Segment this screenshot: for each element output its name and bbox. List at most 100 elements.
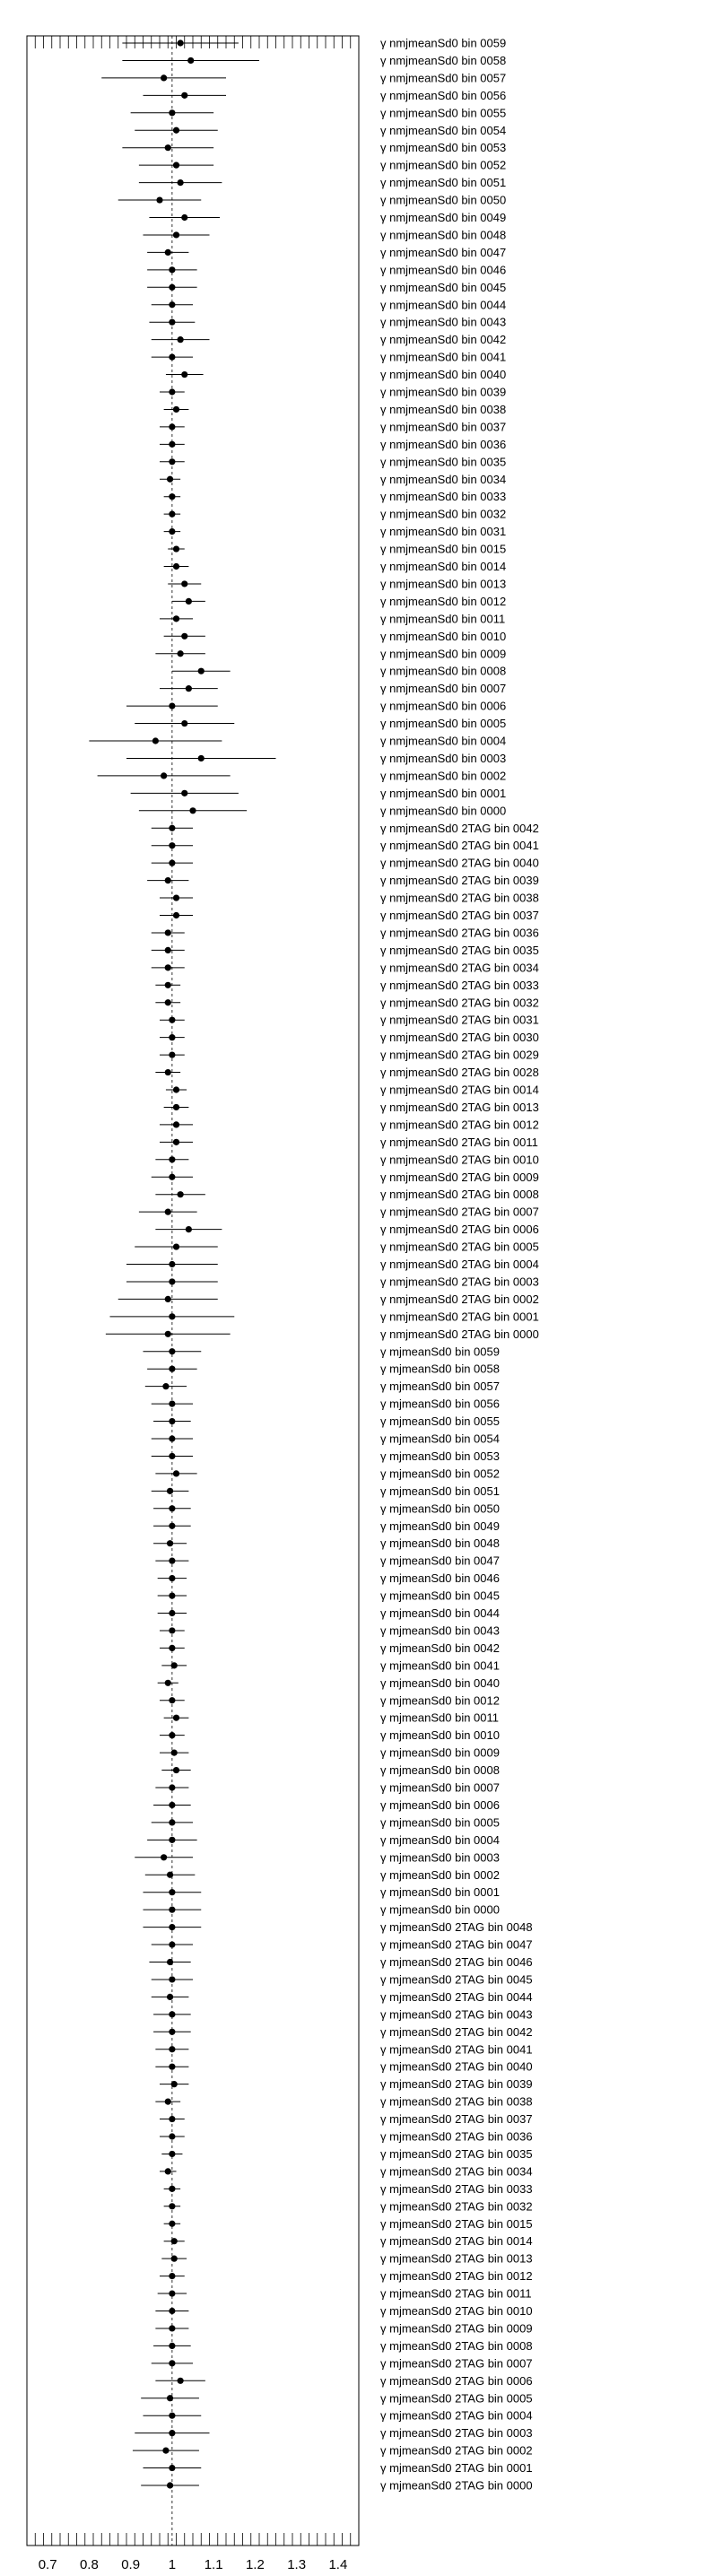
data-point xyxy=(172,126,180,134)
data-point xyxy=(185,1226,192,1233)
row-label: γ mjmeanSd0 2TAG bin 0035 xyxy=(380,2147,533,2161)
row-label: γ mjmeanSd0 bin 0058 xyxy=(380,1362,500,1376)
data-point xyxy=(166,1993,174,2000)
data-point xyxy=(164,1208,171,1215)
data-point xyxy=(177,2377,184,2384)
data-point xyxy=(169,2011,176,2018)
data-point xyxy=(170,2081,178,2088)
row-label: γ mjmeanSd0 bin 0000 xyxy=(380,1903,500,1917)
x-tick-label: 0.8 xyxy=(80,2557,99,2572)
row-label: γ nmjmeanSd0 bin 0002 xyxy=(380,769,506,782)
data-point xyxy=(169,1575,176,1582)
data-point xyxy=(164,1679,171,1686)
data-point xyxy=(169,1348,176,1355)
data-point xyxy=(169,1365,176,1372)
row-label: γ mjmeanSd0 bin 0003 xyxy=(380,1850,500,1864)
row-label: γ mjmeanSd0 2TAG bin 0005 xyxy=(380,2391,533,2405)
data-point xyxy=(189,807,196,814)
row-label: γ mjmeanSd0 2TAG bin 0007 xyxy=(380,2356,533,2370)
data-point xyxy=(169,1627,176,1634)
row-label: γ nmjmeanSd0 bin 0040 xyxy=(380,368,506,381)
plot-border xyxy=(26,35,360,2546)
row-label: γ mjmeanSd0 2TAG bin 0009 xyxy=(380,2321,533,2335)
data-point xyxy=(169,1976,176,1983)
data-point xyxy=(169,458,176,466)
data-point xyxy=(177,39,184,47)
row-label: γ mjmeanSd0 2TAG bin 0006 xyxy=(380,2374,533,2388)
data-point xyxy=(162,2447,170,2454)
row-label: γ mjmeanSd0 bin 0045 xyxy=(380,1589,500,1603)
row-label: γ nmjmeanSd0 bin 0045 xyxy=(380,281,506,294)
row-label: γ nmjmeanSd0 bin 0005 xyxy=(380,717,506,730)
row-label: γ nmjmeanSd0 bin 0031 xyxy=(380,525,506,538)
row-label: γ nmjmeanSd0 2TAG bin 0014 xyxy=(380,1083,539,1097)
row-label: γ mjmeanSd0 bin 0007 xyxy=(380,1781,500,1795)
row-label: γ nmjmeanSd0 bin 0003 xyxy=(380,752,506,765)
row-label: γ nmjmeanSd0 2TAG bin 0030 xyxy=(380,1031,539,1044)
row-label: γ nmjmeanSd0 2TAG bin 0013 xyxy=(380,1101,539,1114)
row-label: γ nmjmeanSd0 bin 0038 xyxy=(380,403,506,416)
row-label: γ nmjmeanSd0 bin 0006 xyxy=(380,700,506,713)
data-point xyxy=(169,301,176,309)
row-label: γ nmjmeanSd0 2TAG bin 0041 xyxy=(380,839,539,852)
row-label: γ nmjmeanSd0 bin 0044 xyxy=(380,298,506,311)
data-point xyxy=(169,1784,176,1791)
data-point xyxy=(169,353,176,361)
data-point xyxy=(166,475,174,483)
row-label: γ nmjmeanSd0 bin 0004 xyxy=(380,735,506,748)
row-label: γ nmjmeanSd0 2TAG bin 0002 xyxy=(380,1292,539,1306)
row-label: γ nmjmeanSd0 2TAG bin 0034 xyxy=(380,961,539,974)
data-point xyxy=(181,632,188,640)
row-labels: γ nmjmeanSd0 bin 0059 γ nmjmeanSd0 bin 00… xyxy=(380,37,539,2493)
row-label: γ mjmeanSd0 bin 0049 xyxy=(380,1519,500,1533)
row-label: γ nmjmeanSd0 bin 0041 xyxy=(380,351,506,364)
x-axis-ticks xyxy=(26,36,360,2546)
row-label: γ mjmeanSd0 bin 0004 xyxy=(380,1833,500,1847)
data-point xyxy=(169,1400,176,1407)
data-point xyxy=(156,196,163,204)
row-label: γ nmjmeanSd0 2TAG bin 0009 xyxy=(380,1171,539,1184)
row-label: γ nmjmeanSd0 bin 0050 xyxy=(380,194,506,207)
row-label: γ nmjmeanSd0 2TAG bin 0001 xyxy=(380,1310,539,1323)
row-label: γ mjmeanSd0 bin 0011 xyxy=(380,1711,499,1725)
row-label: γ nmjmeanSd0 2TAG bin 0028 xyxy=(380,1066,539,1079)
data-point xyxy=(164,144,171,152)
x-tick-label: 0.9 xyxy=(121,2557,140,2572)
row-label: γ nmjmeanSd0 2TAG bin 0042 xyxy=(380,822,539,835)
data-point xyxy=(187,57,195,65)
row-label: γ mjmeanSd0 2TAG bin 0039 xyxy=(380,2077,533,2091)
row-label: γ mjmeanSd0 2TAG bin 0045 xyxy=(380,1972,533,1986)
data-point xyxy=(164,877,171,884)
row-label: γ mjmeanSd0 2TAG bin 0044 xyxy=(380,1990,533,2004)
data-point xyxy=(181,370,188,379)
data-point xyxy=(169,2046,176,2053)
row-label: γ nmjmeanSd0 2TAG bin 0038 xyxy=(380,892,539,905)
row-label: γ mjmeanSd0 bin 0005 xyxy=(380,1815,500,1829)
data-point xyxy=(169,510,176,518)
data-point xyxy=(169,1435,176,1442)
row-label: γ nmjmeanSd0 bin 0039 xyxy=(380,386,506,399)
data-point xyxy=(169,1819,176,1826)
data-point xyxy=(169,1924,176,1931)
row-label: γ mjmeanSd0 bin 0053 xyxy=(380,1449,500,1463)
data-point xyxy=(164,2098,171,2105)
data-point xyxy=(169,2220,176,2227)
data-point xyxy=(152,737,159,744)
row-label: γ mjmeanSd0 bin 0001 xyxy=(380,1885,500,1899)
data-point xyxy=(161,1854,168,1861)
row-label: γ nmjmeanSd0 bin 0037 xyxy=(380,420,506,433)
row-label: γ mjmeanSd0 2TAG bin 0036 xyxy=(380,2130,533,2144)
row-label: γ nmjmeanSd0 bin 0011 xyxy=(380,612,505,625)
data-point xyxy=(169,859,176,866)
row-label: γ nmjmeanSd0 bin 0033 xyxy=(380,490,506,503)
data-point xyxy=(169,1732,176,1739)
data-point xyxy=(170,1749,178,1756)
data-point xyxy=(169,1592,176,1599)
data-point xyxy=(169,2133,176,2140)
data-point xyxy=(169,109,176,117)
data-point xyxy=(169,2342,176,2349)
row-label: γ mjmeanSd0 2TAG bin 0001 xyxy=(380,2461,533,2475)
data-point xyxy=(169,2115,176,2123)
data-point xyxy=(169,1557,176,1564)
